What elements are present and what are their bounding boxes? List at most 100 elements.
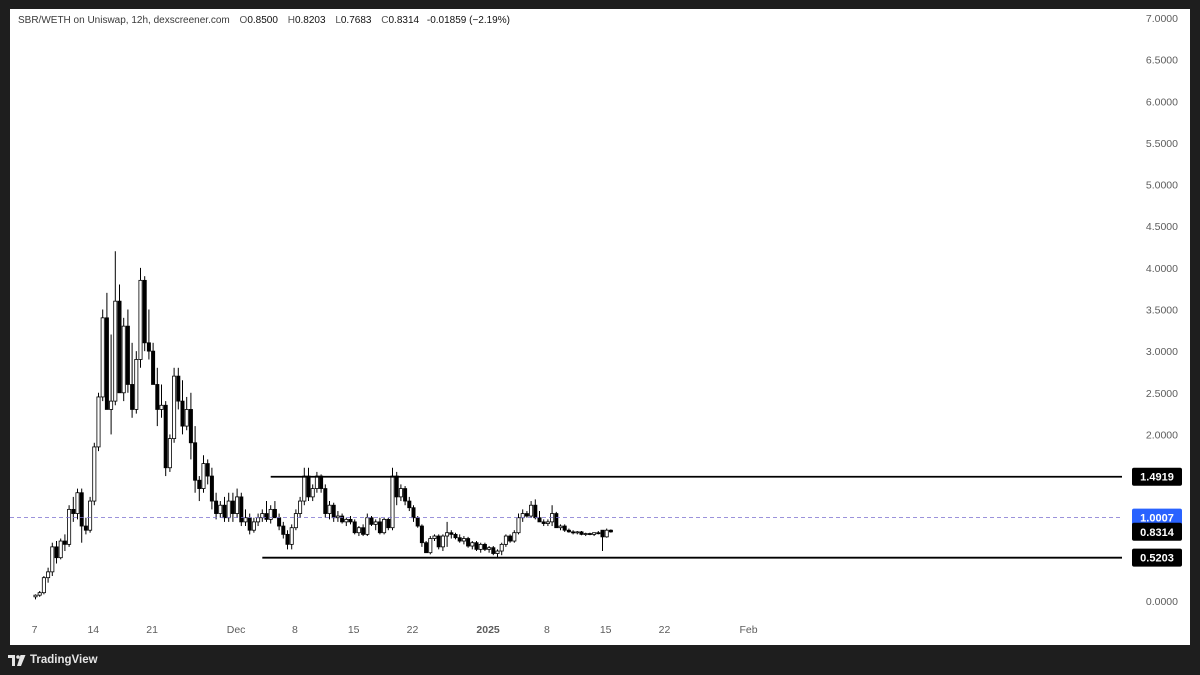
time-axis[interactable]: 7 14 21 Dec 8 15 22 2025 8 15 22 Feb (32, 624, 758, 636)
candle (117, 284, 122, 394)
price-tick-label: 4.0000 (1146, 263, 1178, 275)
candle-body-down (239, 496, 244, 523)
candle (470, 541, 475, 550)
candle-body-up (33, 594, 38, 598)
candle (537, 511, 542, 523)
candle-body-down (83, 525, 88, 531)
candle (130, 342, 135, 418)
candle (440, 534, 445, 552)
candle-body-up (256, 517, 261, 523)
candlestick-chart[interactable]: 0.00000.50001.00001.50002.00002.50003.00… (10, 9, 1190, 645)
candle-body-down (79, 492, 84, 527)
candle (524, 511, 529, 518)
time-tick-label: 8 (544, 624, 550, 636)
candle-body-down (306, 475, 311, 498)
high-value: 0.8203 (294, 15, 326, 26)
candle-body-down (508, 535, 513, 542)
resistance-price-tag-label: 1.4919 (1140, 472, 1174, 484)
candle (352, 519, 357, 535)
candle-body-up (109, 400, 114, 410)
candle-body-up (558, 525, 563, 529)
candle (134, 351, 139, 414)
candle (285, 530, 290, 550)
candle-body-down (419, 525, 424, 544)
candle-body-up (440, 535, 445, 548)
last-price-tag: 0.8314 (1132, 522, 1182, 541)
candle-body-up (373, 521, 378, 525)
candle (466, 536, 471, 548)
current-price-tag-label: 1.0007 (1140, 513, 1174, 525)
candle-body-down (449, 532, 454, 535)
candle (214, 492, 219, 520)
candle (499, 542, 504, 556)
candle-body-up (310, 488, 315, 498)
price-tick-label: 5.0000 (1146, 180, 1178, 192)
candle (71, 496, 76, 522)
candle (340, 513, 345, 524)
candle-body-down (117, 300, 122, 394)
last-price-tag-label: 0.8314 (1140, 527, 1175, 539)
candle (83, 517, 88, 535)
price-tick-label: 3.5000 (1146, 305, 1178, 317)
candle (146, 309, 151, 360)
candle (579, 531, 584, 536)
candle-body-up (356, 527, 361, 534)
candle (113, 251, 118, 406)
candle (428, 536, 433, 555)
candle (424, 541, 429, 554)
time-tick-label: 15 (600, 624, 612, 636)
candle (201, 455, 206, 493)
candle (67, 505, 72, 547)
candle-body-up (75, 492, 80, 514)
candle (46, 567, 51, 583)
candle (356, 526, 361, 537)
candle-body-up (218, 504, 223, 514)
candle-body-up (520, 513, 525, 519)
candle-body-down (188, 409, 193, 444)
candle (172, 367, 177, 443)
candle-body-down (331, 504, 336, 519)
candle-body-down (277, 517, 282, 527)
candle-body-down (424, 542, 429, 554)
price-tick-label: 6.0000 (1146, 96, 1178, 108)
candle-body-up (314, 475, 319, 489)
candle (344, 517, 349, 527)
candle-body-down (352, 521, 357, 534)
candles-layer (33, 251, 613, 600)
candle (562, 524, 567, 532)
candle (516, 513, 521, 535)
candle (306, 467, 311, 502)
candle (100, 309, 105, 402)
candle-body-up (113, 300, 118, 402)
candle-body-down (104, 317, 109, 410)
tradingview-brand[interactable]: TradingView (8, 654, 98, 666)
candle-body-down (403, 488, 408, 502)
candle-body-down (369, 517, 374, 525)
candle (457, 534, 462, 543)
candle-body-down (474, 542, 479, 550)
candle-body-up (235, 496, 240, 514)
candle-body-up (503, 535, 508, 545)
candle (121, 317, 126, 402)
candle-body-up (67, 508, 72, 545)
candle (188, 392, 193, 460)
candle (373, 519, 378, 531)
candle (289, 524, 294, 550)
candle (218, 501, 223, 518)
candle-body-up (58, 540, 63, 559)
candle (314, 471, 319, 493)
support-price-tag-label: 0.5203 (1140, 553, 1174, 565)
candle-body-down (377, 521, 382, 534)
candle (302, 467, 307, 506)
candle-body-up (298, 500, 303, 514)
candle (512, 530, 517, 543)
candle-body-down (222, 504, 227, 519)
candle-body-up (583, 533, 588, 535)
candle-body-down (348, 518, 353, 523)
candle-body-up (499, 543, 504, 552)
chart-panel[interactable]: 0.00000.50001.00001.50002.00002.50003.00… (10, 9, 1190, 645)
candle-body-up (327, 504, 332, 514)
candle (151, 342, 156, 385)
candle-body-down (285, 533, 290, 545)
candle (348, 516, 353, 525)
